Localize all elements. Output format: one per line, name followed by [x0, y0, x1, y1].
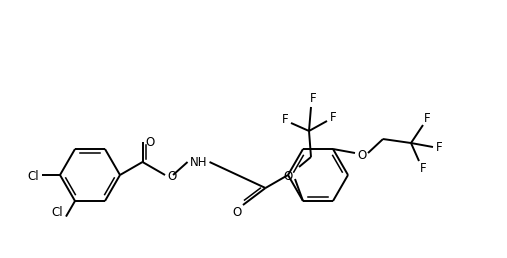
Text: F: F	[436, 141, 442, 154]
Text: F: F	[424, 111, 430, 125]
Text: O: O	[357, 149, 367, 162]
Text: F: F	[310, 92, 316, 106]
Text: O: O	[283, 171, 293, 183]
Text: F: F	[420, 162, 426, 174]
Text: Cl: Cl	[27, 171, 39, 183]
Text: F: F	[330, 111, 336, 124]
Text: O: O	[232, 206, 242, 220]
Text: Cl: Cl	[51, 206, 63, 219]
Text: O: O	[145, 135, 154, 149]
Text: NH: NH	[190, 156, 207, 168]
Text: F: F	[282, 114, 288, 126]
Text: O: O	[167, 171, 176, 183]
